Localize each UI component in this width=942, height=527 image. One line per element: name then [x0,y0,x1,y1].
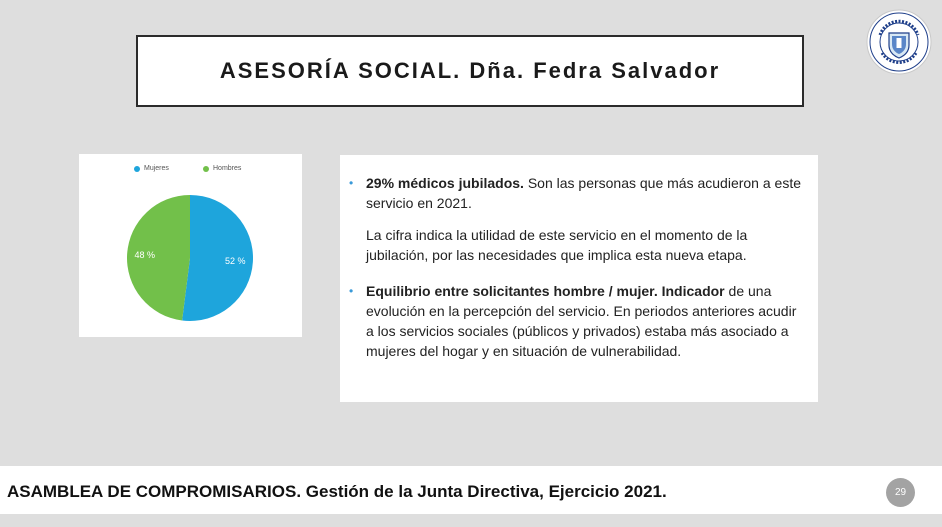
bullet-item-1: • 29% médicos jubilados. Son las persona… [349,173,808,213]
chart-legend: Mujeres Hombres [79,165,302,177]
bullet-text-2: Equilibrio entre solicitantes hombre / m… [366,281,808,361]
footer-bar: ASAMBLEA DE COMPROMISARIOS. Gestión de l… [0,466,942,514]
content-panel: • 29% médicos jubilados. Son las persona… [340,155,818,402]
bullet-icon: • [349,284,354,298]
page-number: 29 [894,487,907,498]
legend-item-hombres: Hombres [203,165,241,172]
pie-slice-hombres [126,195,190,321]
pie-chart: Mujeres Hombres 52 % 48 % [79,154,302,337]
bullet-2-text: de una evolución en la percepción del se… [366,283,797,359]
legend-dot-hombres [203,165,209,172]
bullet-item-2: • Equilibrio entre solicitantes hombre /… [349,281,808,361]
page-number-badge: 29 [886,478,915,507]
bullet-icon: • [349,176,354,190]
pie-label-mujeres: 52 % [225,256,246,266]
legend-item-mujeres: Mujeres [134,165,169,172]
footer-title: ASAMBLEA DE COMPROMISARIOS. Gestión de l… [7,482,667,501]
pie-svg: 52 % 48 % [126,195,253,321]
bullet-text-1: 29% médicos jubilados. Son las personas … [366,173,808,213]
pie-label-hombres: 48 % [134,250,155,260]
seal-icon [866,9,932,75]
bullet-1-subparagraph: La cifra indica la utilidad de este serv… [366,227,748,263]
legend-dot-mujeres [134,165,140,172]
pie-slice-mujeres [182,195,253,321]
title-box: ASESORÍA SOCIAL. Dña. Fedra Salvador [136,35,804,107]
slide-title: ASESORÍA SOCIAL. Dña. Fedra Salvador [219,58,721,83]
legend-label-hombres: Hombres [213,165,242,172]
bullet-1-bold: 29% médicos jubilados. [366,175,524,191]
bullet-2-bold: Equilibrio entre solicitantes hombre / m… [366,283,725,299]
legend-label-mujeres: Mujeres [144,165,169,172]
bullet-1-text: Son las personas que más acudieron a est… [366,175,801,211]
